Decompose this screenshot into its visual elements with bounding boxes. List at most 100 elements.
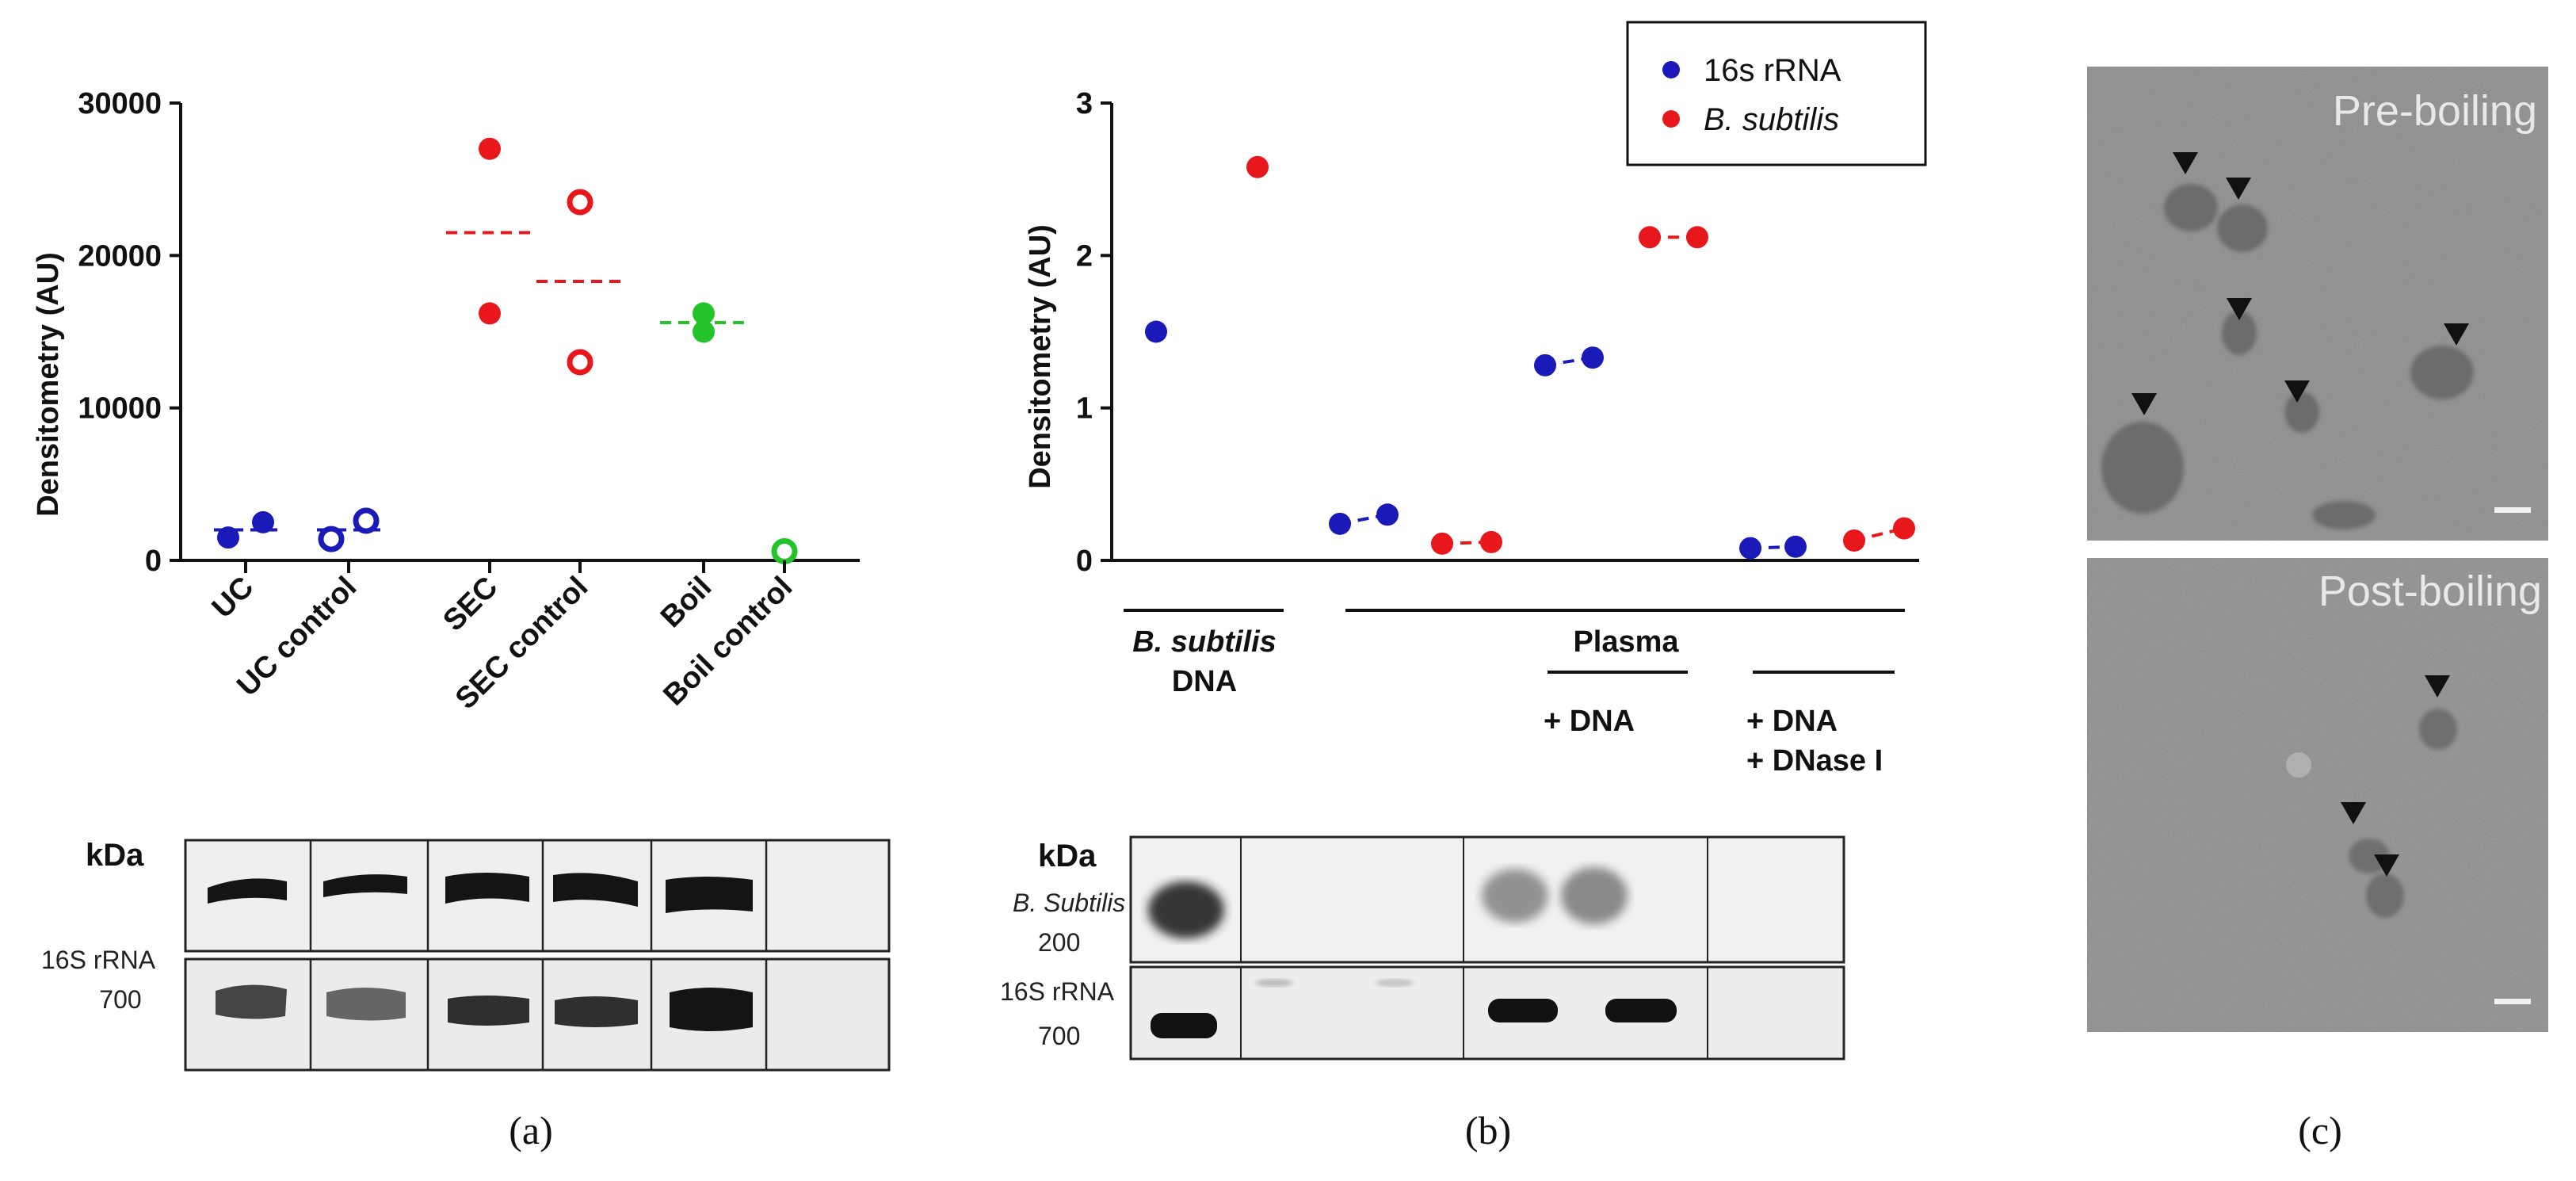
- chart-a-point: [318, 526, 345, 552]
- blot-a-band: [553, 873, 638, 907]
- blot-a-band: [448, 996, 529, 1026]
- chart-a-point: [567, 349, 593, 376]
- group-label-plasma: Plasma: [1573, 625, 1679, 659]
- chart-a-y-axis-title: Densitometry (AU): [32, 252, 65, 517]
- panel-label-c: (c): [2298, 1108, 2342, 1152]
- arrowhead-icon: [2173, 152, 2198, 174]
- blot-b-kda-label: kDa: [1038, 839, 1097, 873]
- blot-a-kda-label: kDa: [86, 838, 144, 873]
- chart-b-point: [1739, 537, 1761, 560]
- chart-a-point: [479, 137, 501, 160]
- arrowhead-icon: [2284, 380, 2310, 403]
- micrographs: Pre-boiling Post-boiling: [2087, 67, 2548, 1032]
- micrograph-pre-label: Pre-boiling: [2333, 87, 2537, 135]
- chart-a-category-label: Boil: [654, 571, 718, 634]
- chart-b-ytick-label: 3: [1076, 87, 1093, 120]
- blot-a-size-label: 700: [99, 985, 141, 1014]
- panel-label-a: (a): [509, 1108, 553, 1152]
- group-label-dnase: + DNase I: [1746, 744, 1883, 778]
- blot-a-band: [326, 988, 406, 1021]
- chart-a-point: [567, 189, 593, 216]
- group-label-plus-dna: + DNA: [1544, 705, 1635, 738]
- arrowhead-icon: [2226, 178, 2251, 200]
- chart-b-legend: 16s rRNA B. subtilis: [1626, 21, 1927, 166]
- blot-b-smear: [1148, 881, 1224, 938]
- chart-b-point: [1145, 320, 1167, 343]
- chart-a-ytick-label: 20000: [78, 239, 162, 273]
- blot-a: kDa 16S rRNA 700: [41, 838, 891, 1072]
- chart-b-point: [1246, 155, 1269, 178]
- blot-b-band: [1605, 999, 1677, 1022]
- chart-b: Densitometry (AU) 0 1 2 3 16s rRNA B. subti…: [1024, 21, 1927, 778]
- chart-a-category-label: UC: [206, 571, 261, 625]
- chart-b-point: [1534, 354, 1556, 376]
- chart-b-point: [1329, 512, 1351, 535]
- arrowhead-icon: [2425, 675, 2450, 698]
- blot-a-top-strip: [184, 839, 891, 953]
- blot-b-rrna-label: 16S rRNA: [1000, 977, 1115, 1006]
- blot-a-bottom-strip: [184, 957, 891, 1072]
- chart-b-y-axis-title: Densitometry (AU): [1024, 224, 1057, 489]
- chart-b-point: [1784, 535, 1807, 558]
- arrowhead-icon: [2227, 298, 2252, 320]
- arrowhead-icon: [2341, 802, 2366, 824]
- blot-b-band: [1151, 1013, 1217, 1038]
- legend-marker-red: [1662, 110, 1680, 128]
- blot-b-bottom-strip: [1129, 965, 1845, 1061]
- legend-label-b-subtilis: B. subtilis: [1704, 102, 1839, 137]
- group-label-bsub: B. subtilis: [1132, 625, 1277, 659]
- arrowhead-icon: [2444, 323, 2469, 346]
- scale-bar: [2494, 999, 2531, 1004]
- group-label-dna: DNA: [1172, 665, 1237, 698]
- blot-a-band: [670, 988, 753, 1031]
- chart-a-point: [693, 320, 715, 343]
- chart-a-ytick-label: 30000: [78, 87, 162, 120]
- chart-a-ytick-label: 0: [145, 545, 162, 578]
- chart-a-point: [479, 302, 501, 325]
- blot-a-band: [323, 874, 407, 897]
- chart-b-point: [1893, 517, 1915, 540]
- chart-a-point: [353, 507, 380, 534]
- chart-b-point: [1480, 530, 1502, 553]
- chart-b-point: [1431, 532, 1453, 555]
- blot-b-bsub-size: 200: [1038, 928, 1080, 957]
- chart-a-point: [252, 510, 274, 533]
- chart-a-category-label: SEC: [437, 571, 504, 638]
- chart-b-ytick-label: 2: [1076, 239, 1093, 273]
- blot-b-rrna-size: 700: [1038, 1022, 1080, 1050]
- chart-b-point: [1639, 226, 1661, 249]
- chart-b-point: [1376, 503, 1399, 526]
- micrograph-pre-boiling: Pre-boiling: [2087, 67, 2548, 541]
- blot-b-smear: [1482, 869, 1548, 923]
- blot-a-band: [555, 996, 638, 1027]
- chart-b-point: [1686, 226, 1708, 249]
- blot-b-smear: [1561, 867, 1628, 924]
- chart-a-ytick-label: 10000: [78, 392, 162, 426]
- group-label-plus-dna-2: + DNA: [1746, 705, 1838, 738]
- arrowhead-icon: [2131, 393, 2157, 415]
- scale-bar: [2494, 507, 2531, 513]
- chart-b-ytick-label: 0: [1076, 545, 1093, 578]
- blot-a-band: [445, 873, 529, 904]
- legend-marker-blue: [1662, 61, 1680, 78]
- blot-a-rrna-label: 16S rRNA: [41, 946, 156, 974]
- arrowhead-icon: [2374, 854, 2399, 877]
- chart-a-point: [217, 526, 239, 549]
- chart-b-point: [1582, 346, 1604, 369]
- micrograph-post-boiling: Post-boiling: [2087, 558, 2548, 1032]
- chart-a-point: [693, 302, 715, 325]
- blot-b-band: [1488, 999, 1558, 1022]
- chart-b-point: [1843, 529, 1865, 552]
- chart-a-point: [771, 537, 798, 564]
- micrograph-post-label: Post-boiling: [2318, 568, 2542, 615]
- blot-a-band: [208, 878, 287, 904]
- blot-b-bsub-label: B. Subtilis: [1013, 889, 1125, 917]
- blot-b: kDa B. Subtilis 200 16S rRNA 700: [1000, 835, 1845, 1061]
- legend-label-16s-rrna: 16s rRNA: [1704, 53, 1841, 88]
- chart-b-ytick-label: 1: [1076, 392, 1093, 426]
- blot-a-band: [666, 877, 753, 913]
- panel-label-b: (b): [1465, 1108, 1511, 1152]
- blot-a-band: [216, 984, 287, 1019]
